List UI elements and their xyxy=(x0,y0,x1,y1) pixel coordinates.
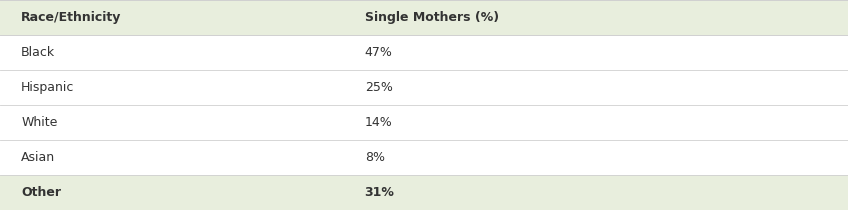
Text: 14%: 14% xyxy=(365,116,393,129)
Text: 8%: 8% xyxy=(365,151,385,164)
Bar xyxy=(0,70,848,105)
Text: Other: Other xyxy=(21,186,61,199)
Text: White: White xyxy=(21,116,58,129)
Text: Asian: Asian xyxy=(21,151,55,164)
Text: Hispanic: Hispanic xyxy=(21,81,75,94)
Text: Race/Ethnicity: Race/Ethnicity xyxy=(21,11,121,24)
Bar xyxy=(0,0,848,35)
Text: 31%: 31% xyxy=(365,186,394,199)
Bar xyxy=(0,105,848,140)
Text: Single Mothers (%): Single Mothers (%) xyxy=(365,11,499,24)
Text: 25%: 25% xyxy=(365,81,393,94)
Bar xyxy=(0,175,848,210)
Bar xyxy=(0,140,848,175)
Text: Black: Black xyxy=(21,46,55,59)
Bar xyxy=(0,35,848,70)
Text: 47%: 47% xyxy=(365,46,393,59)
